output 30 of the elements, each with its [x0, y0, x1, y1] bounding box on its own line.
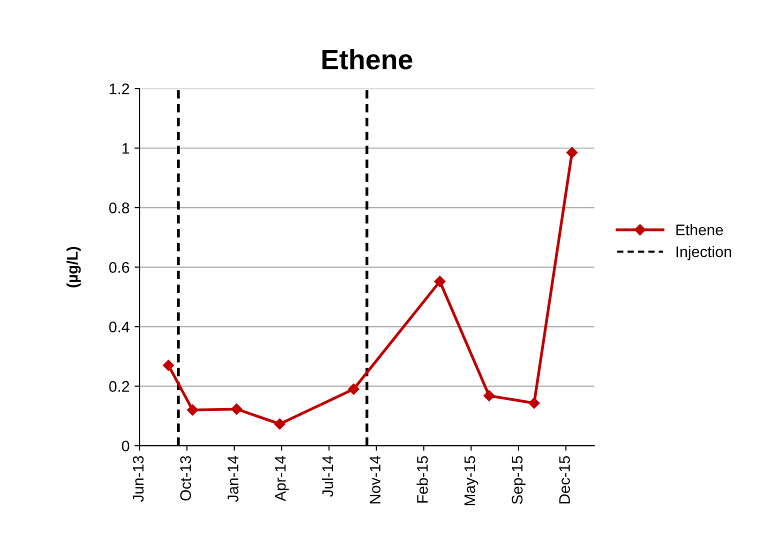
x-tick-label: Oct-13 [180, 456, 192, 501]
y-tick-label: 1.2 [110, 83, 130, 94]
y-tick-label: 0.2 [109, 381, 130, 392]
x-tick-label: Jan-14 [228, 456, 238, 502]
point [348, 384, 360, 395]
point [162, 360, 174, 371]
point [566, 146, 578, 158]
y-tick-label: 0.6 [109, 262, 130, 273]
point [231, 404, 242, 415]
x-tick-label: Nov-14 [370, 456, 380, 504]
x-tick-label: May-15 [464, 456, 478, 506]
x-tick-label: Jul-14 [322, 456, 334, 497]
y-axis-title: (µg/L) [66, 246, 81, 288]
y-tick-label: 0.4 [109, 322, 130, 332]
x-tick-label: Sep-15 [512, 456, 526, 504]
x-tick-label: Dec-15 [559, 456, 570, 504]
point [274, 418, 286, 430]
chart-title: Ethene [322, 49, 412, 70]
point [528, 398, 540, 409]
legend-label: Ethene [676, 224, 723, 236]
y-tick-label: 0.8 [109, 202, 130, 214]
ref-line-label: Injection [676, 246, 732, 260]
point [484, 390, 495, 402]
y-tick-label: 1 [122, 143, 130, 154]
x-tick-label: Apr-14 [275, 456, 289, 502]
point [186, 404, 198, 416]
y-tick-label: 0 [122, 440, 130, 452]
x-tick-label: Feb-15 [416, 456, 428, 503]
point [434, 276, 446, 288]
x-tick-label: Jun-13 [132, 456, 144, 502]
